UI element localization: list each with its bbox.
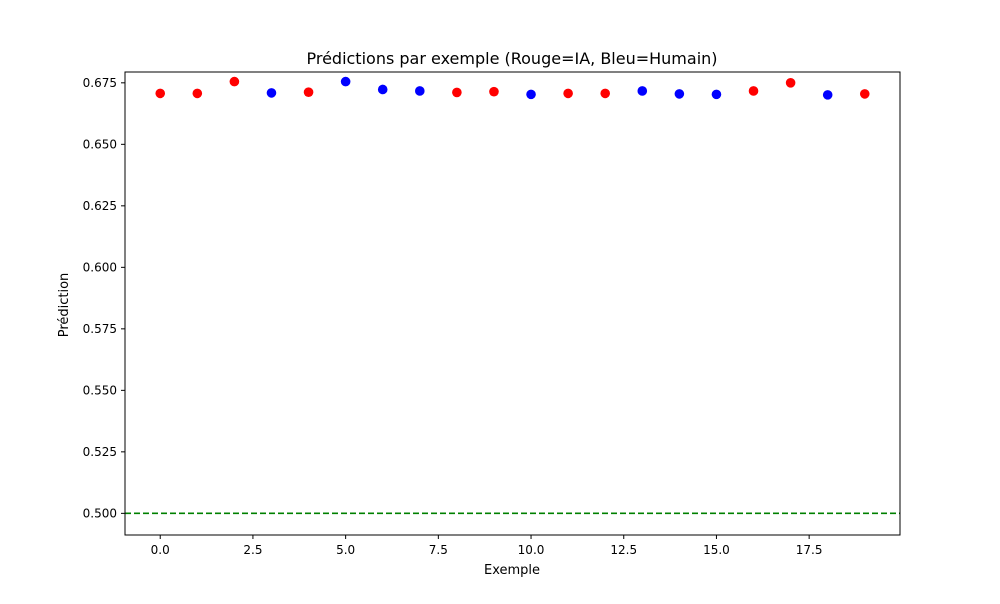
data-point-ia-1 (192, 88, 203, 99)
data-point-ia-19 (859, 89, 870, 99)
y-tick-label: 0.575 (83, 322, 117, 336)
x-tick-label: 10.0 (518, 543, 545, 557)
data-point-ia-0 (155, 88, 166, 99)
y-tick-label: 0.550 (83, 383, 117, 397)
x-tick-label: 5.0 (336, 543, 355, 557)
plot-frame (124, 71, 901, 536)
y-tick-label: 0.650 (83, 137, 117, 151)
data-point-humain-5 (340, 76, 351, 87)
data-point-ia-9 (489, 86, 499, 97)
chart-title: Prédictions par exemple (Rouge=IA, Bleu=… (306, 49, 717, 68)
data-point-ia-17 (785, 78, 796, 88)
data-point-humain-3 (266, 88, 277, 98)
y-tick-label: 0.525 (83, 445, 117, 459)
y-axis-label: Prédiction (57, 273, 72, 338)
data-point-humain-18 (822, 90, 833, 100)
data-point-ia-16 (748, 86, 759, 96)
y-tick-label: 0.625 (83, 199, 117, 213)
x-tick-label: 2.5 (243, 543, 262, 557)
data-point-humain-6 (377, 84, 388, 95)
data-point-humain-14 (674, 89, 685, 99)
data-point-ia-11 (563, 88, 573, 99)
data-point-ia-4 (303, 87, 314, 97)
y-tick-label: 0.675 (83, 76, 117, 90)
y-tick-label: 0.500 (83, 506, 117, 520)
x-tick-label: 7.5 (429, 543, 448, 557)
x-axis-label: Exemple (484, 563, 540, 578)
x-tick-label: 12.5 (610, 543, 637, 557)
data-point-ia-12 (600, 88, 611, 99)
plot-area: 0.0 2.5 5.0 7.5 10.0 12.5 15.0 17.5 0.500 0.525 0.… (83, 71, 901, 557)
data-point-humain-15 (711, 89, 722, 100)
y-tick-label: 0.600 (83, 260, 117, 274)
data-point-humain-13 (637, 86, 648, 96)
data-point-ia-2 (229, 76, 240, 87)
x-tick-label: 0.0 (151, 543, 170, 557)
x-tick-label: 17.5 (796, 543, 823, 557)
data-point-humain-7 (414, 86, 425, 96)
data-point-ia-8 (452, 87, 462, 98)
data-point-humain-10 (526, 89, 536, 100)
x-tick-label: 15.0 (703, 543, 730, 557)
